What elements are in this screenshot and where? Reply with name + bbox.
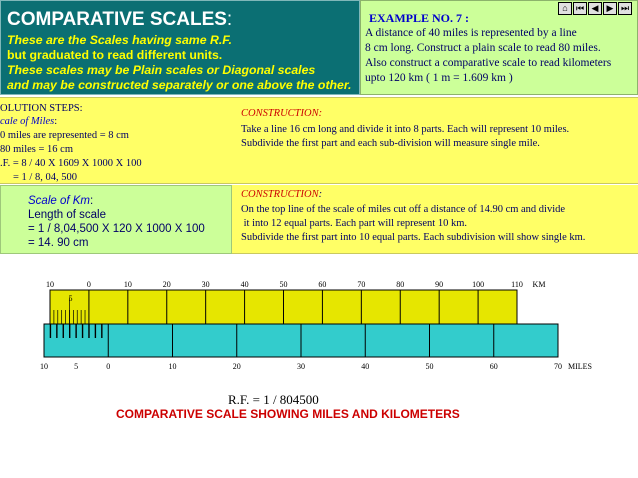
example-line-1: A distance of 40 miles is represented by… xyxy=(365,27,577,39)
construction-2-line-3: Subdivide the first part into 10 equal p… xyxy=(241,232,586,243)
miles-scale-label: cale of Miles xyxy=(0,116,55,127)
solution-line-1: 0 miles are represented = 8 cm xyxy=(0,130,129,141)
km-tick-label: 10 xyxy=(46,280,54,289)
subtitle-line-4: and may be constructed separately or one… xyxy=(7,78,352,92)
example-line-2: 8 cm long. Construct a plain scale to re… xyxy=(365,42,601,54)
subtitle-line-1: These are the Scales having same R.F. xyxy=(7,33,232,47)
miles-tick-label: 30 xyxy=(297,362,305,371)
miles-scale-colon: : xyxy=(54,116,58,127)
construction-1-heading: CONSTRUCTION: xyxy=(241,108,323,119)
solution-line-2: 80 miles = 16 cm xyxy=(0,144,73,155)
figure-caption: COMPARATIVE SCALE SHOWING MILES AND KILO… xyxy=(116,407,460,421)
km-scale-box: Scale of Km: Length of scale = 1 / 8,04,… xyxy=(0,185,232,254)
title-panel: COMPARATIVE SCALES: These are the Scales… xyxy=(0,0,360,95)
page-title-text: COMPARATIVE SCALES xyxy=(7,9,227,30)
miles-tick-label: 10 xyxy=(40,362,48,371)
km-tick-label: 40 xyxy=(241,280,249,289)
km-tick-label: 30 xyxy=(202,280,210,289)
km-tick-label: 20 xyxy=(163,280,171,289)
miles-tick-label: 70 xyxy=(554,362,562,371)
miles-tick-label: 20 xyxy=(233,362,241,371)
km-tick-label: 90 xyxy=(435,280,443,289)
example-line-4: upto 120 km ( 1 m = 1.609 km ) xyxy=(365,72,513,84)
construction-1-line-1: Take a line 16 cm long and divide it int… xyxy=(241,124,570,135)
km-tick-label: 10 xyxy=(124,280,132,289)
example-panel: EXAMPLE NO. 7 : A distance of 40 miles i… xyxy=(360,0,638,95)
km-scale-heading: Scale of Km xyxy=(28,195,90,207)
km-tick-label: 50 xyxy=(280,280,288,289)
km-unit-label: KM xyxy=(533,280,546,289)
km-scale-colon: : xyxy=(90,195,94,207)
subtitle-line-3: These scales may be Plain scales or Diag… xyxy=(7,63,316,77)
miles-tick-label: 50 xyxy=(426,362,434,371)
nav-buttons: ⌂ ⏮ ◀ ▶ ⏭ xyxy=(558,2,634,16)
km-box-line-3: = 14. 90 cm xyxy=(28,237,89,249)
miles-tick-label: 0 xyxy=(106,362,110,371)
example-line-3: Also construct a comparative scale to re… xyxy=(365,57,612,69)
subtitle-line-2: but graduated to read different units. xyxy=(7,48,223,62)
km-tick-label: 110 xyxy=(511,280,523,289)
km-tick-label: 80 xyxy=(396,280,404,289)
miles-tick-label: 40 xyxy=(361,362,369,371)
construction-2-colon: : xyxy=(318,189,323,200)
miles-tick-label: 5 xyxy=(74,362,78,371)
home-icon[interactable]: ⌂ xyxy=(558,2,572,15)
first-slide-icon[interactable]: ⏮ xyxy=(573,2,587,15)
next-slide-icon[interactable]: ▶ xyxy=(603,2,617,15)
miles-tick-label: 10 xyxy=(169,362,177,371)
km-box-line-1: Length of scale xyxy=(28,209,107,221)
construction-1-line-2: Subdivide the first part and each sub-di… xyxy=(241,138,540,149)
km-box-line-2: = 1 / 8,04,500 X 120 X 1000 X 100 xyxy=(28,223,205,235)
construction-2-line-2: it into 12 equal parts. Each part will r… xyxy=(241,218,467,229)
page-title-colon: : xyxy=(226,9,233,30)
previous-slide-icon[interactable]: ◀ xyxy=(588,2,602,15)
km-tick-label: 0 xyxy=(87,280,91,289)
solution-steps-panel: OLUTION STEPS: cale of Miles: 0 miles ar… xyxy=(0,97,638,184)
km-tick-label: 70 xyxy=(357,280,365,289)
rf-text: R.F. = 1 / 804500 xyxy=(228,392,319,407)
miles-unit-label: MILES xyxy=(568,362,592,371)
solution-line-3: .F. = 8 / 40 X 1609 X 1000 X 100 xyxy=(0,158,142,169)
last-slide-icon[interactable]: ⏭ xyxy=(618,2,632,15)
km-sub-label: 5 xyxy=(68,294,72,303)
km-tick-label: 60 xyxy=(318,280,326,289)
construction-2-line-1: On the top line of the scale of miles cu… xyxy=(241,204,566,215)
example-title: EXAMPLE NO. 7 : xyxy=(369,11,469,25)
solution-heading: OLUTION STEPS: xyxy=(0,103,83,114)
page-title: COMPARATIVE SCALES: xyxy=(7,9,232,31)
miles-tick-label: 60 xyxy=(490,362,498,371)
construction-2-heading: CONSTRUCTION xyxy=(241,189,319,200)
solution-line-4: = 1 / 8, 04, 500 xyxy=(13,172,77,183)
km-tick-label: 100 xyxy=(472,280,484,289)
miles-scale: 10 5 0 10 20 30 40 50 60 70 MILES xyxy=(40,323,592,371)
